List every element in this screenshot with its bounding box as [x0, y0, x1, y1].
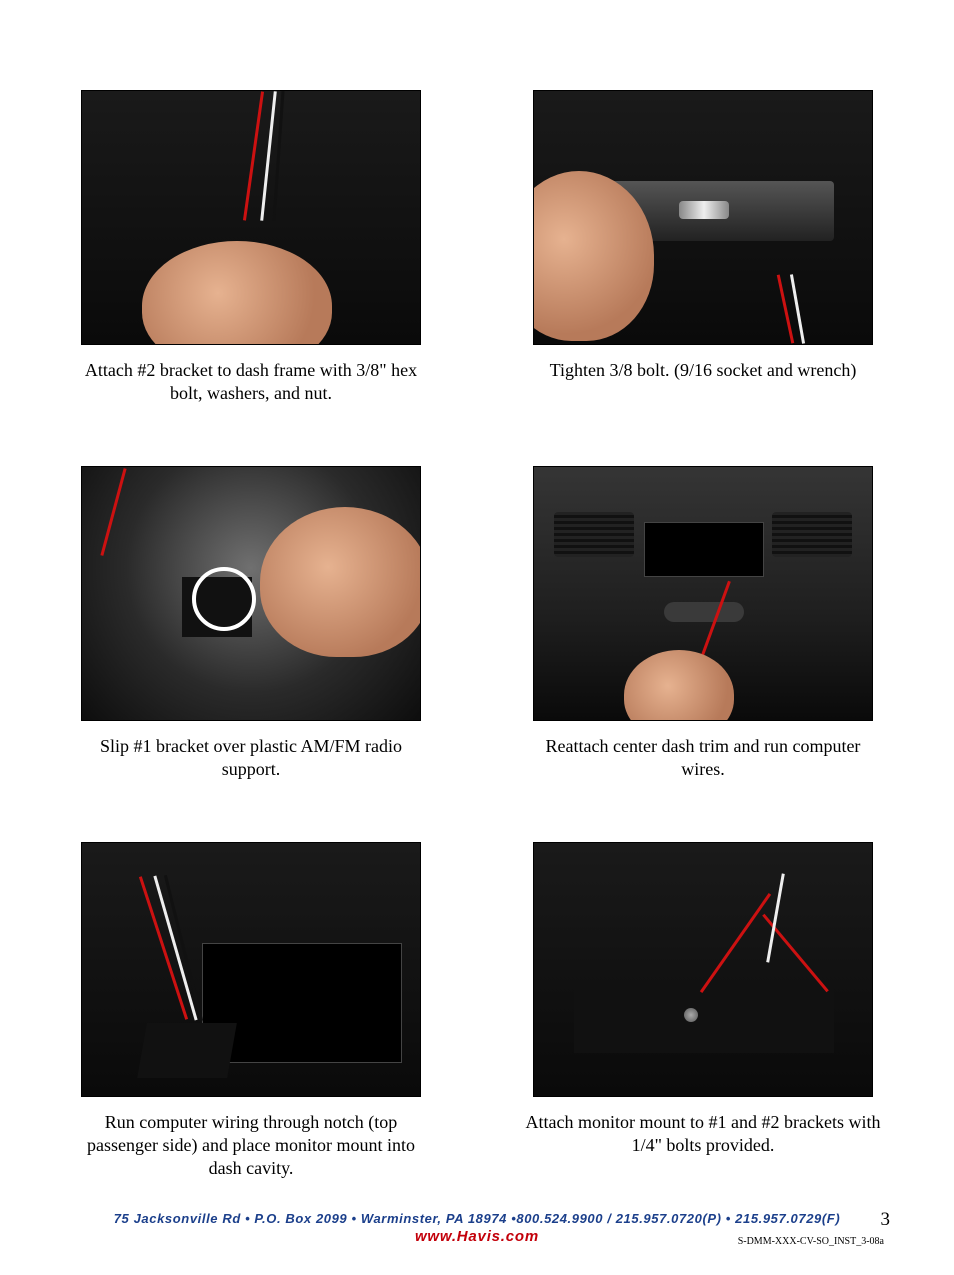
step-1-photo: [81, 90, 421, 345]
step-6: Attach monitor mount to #1 and #2 bracke…: [512, 842, 894, 1181]
step-4-photo: [533, 466, 873, 721]
step-2-caption: Tighten 3/8 bolt. (9/16 socket and wrenc…: [550, 359, 857, 382]
step-6-caption: Attach monitor mount to #1 and #2 bracke…: [523, 1111, 883, 1158]
highlight-circle-icon: [192, 567, 256, 631]
step-2: Tighten 3/8 bolt. (9/16 socket and wrenc…: [512, 90, 894, 406]
steps-grid: Attach #2 bracket to dash frame with 3/8…: [60, 90, 894, 1181]
step-3-photo: [81, 466, 421, 721]
footer-address: 75 Jacksonville Rd • P.O. Box 2099 • War…: [60, 1211, 894, 1226]
step-2-photo: [533, 90, 873, 345]
step-6-photo: [533, 842, 873, 1097]
page-number: 3: [881, 1209, 891, 1231]
step-1-caption: Attach #2 bracket to dash frame with 3/8…: [71, 359, 431, 406]
step-5-photo: [81, 842, 421, 1097]
step-1: Attach #2 bracket to dash frame with 3/8…: [60, 90, 442, 406]
step-4-caption: Reattach center dash trim and run comput…: [523, 735, 883, 782]
footer-doc-id: S-DMM-XXX-CV-SO_INST_3-08a: [738, 1236, 884, 1247]
document-page: Attach #2 bracket to dash frame with 3/8…: [0, 0, 954, 1275]
step-4: Reattach center dash trim and run comput…: [512, 466, 894, 782]
step-5-caption: Run computer wiring through notch (top p…: [71, 1111, 431, 1181]
step-3: Slip #1 bracket over plastic AM/FM radio…: [60, 466, 442, 782]
step-5: Run computer wiring through notch (top p…: [60, 842, 442, 1181]
page-footer: 3 75 Jacksonville Rd • P.O. Box 2099 • W…: [60, 1211, 894, 1245]
step-3-caption: Slip #1 bracket over plastic AM/FM radio…: [71, 735, 431, 782]
